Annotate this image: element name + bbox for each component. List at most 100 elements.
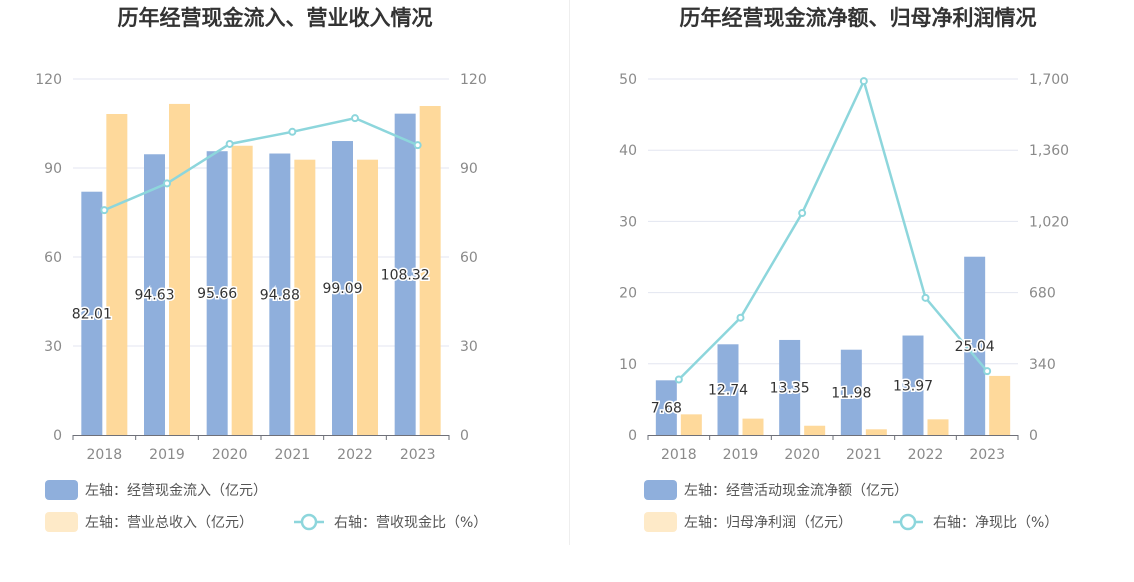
right-axis-tick: 60 — [460, 250, 478, 266]
line-point — [163, 179, 171, 188]
left-axis-tick: 30 — [619, 214, 637, 230]
bar — [169, 103, 190, 436]
legend-label: 右轴：净现比（%） — [933, 515, 1058, 531]
bar — [840, 349, 862, 435]
bar — [357, 159, 378, 435]
bar — [206, 151, 228, 435]
data-label: 94.63 — [134, 288, 174, 304]
data-label: 99.09 — [322, 281, 362, 297]
data-label: 13.35 — [770, 380, 810, 396]
right-axis-tick: 0 — [460, 428, 469, 444]
data-label: 13.97 — [893, 378, 933, 394]
x-axis-tick: 2019 — [723, 447, 759, 463]
bar — [419, 105, 441, 435]
right-axis-tick: 90 — [460, 161, 478, 177]
bar — [394, 113, 416, 435]
legend-label: 右轴：营收现金比（%） — [334, 515, 487, 531]
legend-label: 左轴：经营现金流入（亿元） — [85, 483, 267, 499]
bar — [294, 159, 316, 435]
x-axis-tick: 2022 — [908, 447, 944, 463]
line-point — [674, 375, 683, 384]
right-axis-tick: 1,360 — [1029, 143, 1069, 159]
left-axis-tick: 20 — [619, 286, 637, 302]
line-point — [798, 209, 807, 218]
legend-swatch — [45, 480, 78, 500]
line-point — [921, 293, 930, 302]
right-axis-tick: 680 — [1029, 286, 1056, 302]
bar — [742, 418, 764, 435]
chart-1: 历年经营现金流入、营业收入情况 0 30 60 90 120 0 30 60 90 120 2018 2… — [35, 6, 487, 532]
line-point — [413, 141, 422, 150]
right-axis-tick: 340 — [1029, 357, 1056, 373]
legend-circle-icon — [300, 513, 318, 531]
left-axis-tick: 30 — [44, 339, 62, 355]
x-axis-tick: 2019 — [149, 447, 185, 463]
bar — [269, 153, 291, 436]
legend-swatch — [644, 512, 677, 532]
bar — [865, 429, 887, 435]
data-label: 25.04 — [955, 339, 995, 355]
line-point — [288, 127, 297, 136]
bar — [106, 114, 128, 436]
right-axis-tick: 120 — [460, 72, 487, 88]
x-axis-tick: 2018 — [87, 447, 123, 463]
data-label: 95.66 — [197, 286, 237, 302]
left-axis-tick: 50 — [619, 72, 637, 88]
x-axis-tick: 2023 — [969, 447, 1005, 463]
bar — [655, 380, 677, 435]
chart-title: 历年经营现金流净额、归母净利润情况 — [680, 6, 1037, 30]
data-label: 108.32 — [381, 267, 430, 283]
legend-label: 左轴：经营活动现金流净额（亿元） — [684, 483, 908, 499]
chart-2: 历年经营现金流净额、归母净利润情况 0 10 20 30 40 50 0 340 680 1,020… — [619, 6, 1069, 532]
bar — [231, 145, 253, 435]
data-label: 82.01 — [72, 306, 112, 322]
chart-title: 历年经营现金流入、营业收入情况 — [118, 6, 433, 30]
series-line — [677, 77, 989, 381]
legend-label: 左轴：归母净利润（亿元） — [684, 514, 852, 531]
bar — [680, 414, 702, 435]
line-point — [983, 367, 992, 376]
data-label: 7.68 — [651, 401, 682, 417]
x-axis-tick: 2021 — [846, 447, 882, 463]
right-axis-tick: 1,700 — [1029, 72, 1069, 88]
bar — [144, 154, 165, 435]
bar — [902, 335, 924, 435]
line-point — [225, 139, 234, 148]
bar — [81, 191, 103, 435]
left-axis-tick: 90 — [44, 161, 62, 177]
left-axis-tick: 60 — [44, 250, 62, 266]
line-point — [736, 313, 745, 322]
right-axis-tick: 1,020 — [1029, 214, 1069, 230]
bar — [779, 339, 801, 435]
x-axis-tick: 2020 — [784, 447, 820, 463]
right-axis-tick: 30 — [460, 339, 478, 355]
x-axis-tick: 2021 — [275, 447, 311, 463]
bar — [989, 375, 1011, 435]
series-line — [103, 116, 419, 212]
left-axis-tick: 0 — [53, 428, 62, 444]
line-point — [100, 206, 109, 215]
left-axis-tick: 40 — [619, 143, 637, 159]
line-point — [351, 114, 359, 123]
legend-swatch — [45, 512, 78, 532]
data-label: 94.88 — [260, 287, 300, 303]
legend-swatch — [644, 480, 677, 500]
bar — [804, 425, 826, 435]
left-axis-tick: 0 — [628, 428, 637, 444]
legend-label: 左轴：营业总收入（亿元） — [85, 515, 253, 531]
left-axis-tick: 120 — [35, 72, 62, 88]
x-axis-tick: 2018 — [661, 447, 697, 463]
x-axis-tick: 2023 — [400, 447, 436, 463]
line-point — [859, 77, 868, 86]
data-label: 11.98 — [831, 385, 871, 401]
x-axis-tick: 2022 — [337, 447, 373, 463]
bar — [964, 256, 986, 435]
data-label: 12.74 — [708, 383, 748, 399]
bar — [332, 141, 353, 435]
bar — [927, 419, 949, 435]
x-axis-tick: 2020 — [212, 447, 248, 463]
left-axis-tick: 10 — [619, 357, 637, 373]
bar — [717, 344, 739, 435]
